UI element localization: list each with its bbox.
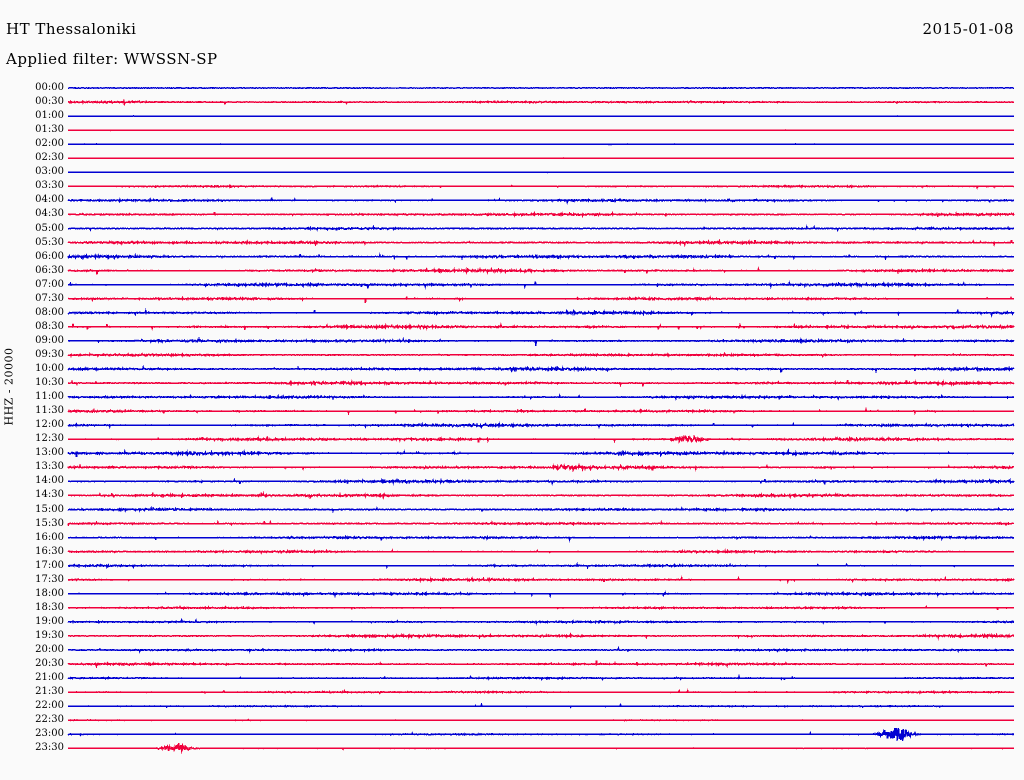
time-tick-label: 11:00: [35, 391, 64, 403]
trace-row: [67, 718, 1015, 722]
time-tick-label: 05:30: [35, 236, 64, 248]
trace-row: [67, 548, 1015, 555]
trace-row: [67, 604, 1015, 611]
trace-row: [67, 660, 1015, 669]
trace-row: [67, 561, 1015, 570]
trace-row: [67, 280, 1015, 290]
time-tick-label: 09:30: [35, 348, 64, 360]
trace-row: [67, 86, 1015, 90]
time-tick-label: 08:00: [35, 306, 64, 318]
trace-row: [67, 238, 1015, 248]
trace-row: [67, 210, 1015, 219]
trace-row: [67, 645, 1015, 654]
time-tick-label: 21:30: [35, 686, 64, 698]
applied-filter-label: Applied filter: WWSSN-SP: [6, 50, 218, 68]
trace-row: [67, 491, 1015, 501]
time-tick-label: 21:00: [35, 672, 64, 684]
trace-row: [67, 534, 1015, 543]
time-tick-label: 19:00: [35, 615, 64, 627]
trace-row: [67, 266, 1015, 275]
time-tick-label: 10:30: [35, 377, 64, 389]
time-tick-label: 20:30: [35, 658, 64, 670]
trace-row: [67, 252, 1015, 261]
time-tick-label: 13:30: [35, 461, 64, 473]
time-tick-label: 11:30: [35, 405, 64, 417]
trace-row: [67, 688, 1015, 695]
time-tick-label: 04:30: [35, 208, 64, 220]
trace-row: [67, 462, 1015, 473]
time-tick-label: 06:00: [35, 250, 64, 262]
time-tick-label: 17:30: [35, 573, 64, 585]
time-tick-label: 12:30: [35, 433, 64, 445]
time-tick-label: 23:00: [35, 728, 64, 740]
trace-row: [67, 156, 1015, 160]
time-tick-label: 13:00: [35, 447, 64, 459]
trace-row: [67, 702, 1015, 709]
time-tick-label: 06:30: [35, 264, 64, 276]
trace-row: [67, 364, 1015, 374]
trace-row: [67, 295, 1015, 303]
time-tick-label: 08:30: [35, 320, 64, 332]
time-tick-label: 14:30: [35, 489, 64, 501]
time-tick-label: 00:00: [35, 82, 64, 93]
time-tick-label: 05:00: [35, 222, 64, 234]
trace-row: [67, 575, 1015, 585]
time-tick-label: 02:30: [35, 152, 64, 164]
station-title: HT Thessaloniki: [6, 20, 137, 38]
time-tick-label: 18:00: [35, 587, 64, 599]
time-tick-label: 15:30: [35, 517, 64, 529]
time-tick-label: 19:30: [35, 629, 64, 641]
time-tick-label: 07:00: [35, 278, 64, 290]
time-tick-label: 10:00: [35, 363, 64, 374]
trace-row: [67, 351, 1015, 358]
time-tick-label: 02:00: [35, 138, 64, 150]
time-tick-label: 03:00: [35, 166, 64, 178]
trace-row: [67, 519, 1015, 527]
trace-row: [67, 505, 1015, 514]
trace-row: [67, 321, 1015, 331]
trace-row: [67, 379, 1015, 388]
trace-row: [67, 673, 1015, 682]
trace-row: [67, 590, 1015, 599]
trace-row: [67, 742, 1015, 755]
time-tick-label: 15:00: [35, 503, 64, 515]
trace-row: [67, 631, 1015, 641]
trace-row: [67, 184, 1015, 190]
trace-row: [67, 197, 1015, 205]
time-tick-label: 23:30: [35, 742, 64, 754]
time-tick-label: 18:30: [35, 601, 64, 613]
time-tick-label: 03:30: [35, 180, 64, 192]
trace-row: [67, 617, 1015, 626]
trace-row: [67, 406, 1015, 416]
trace-row: [67, 98, 1015, 107]
time-tick-label: 14:00: [35, 475, 64, 487]
time-tick-label: 17:00: [35, 559, 64, 571]
trace-row: [67, 224, 1015, 232]
trace-row: [67, 336, 1015, 346]
time-tick-label: 20:00: [35, 644, 64, 655]
trace-row: [67, 477, 1015, 486]
time-tick-label: 16:00: [35, 531, 64, 543]
trace-row: [67, 421, 1015, 430]
time-tick-label: 00:30: [35, 96, 64, 108]
trace-row: [67, 142, 1015, 146]
time-axis: 00:00 00:30 01:00 01:30 02:00 02:30 03:00 03:30…: [0, 0, 68, 780]
trace-row: [67, 727, 1015, 741]
time-tick-label: 01:30: [35, 124, 64, 136]
time-tick-label: 04:00: [35, 194, 64, 206]
trace-row: [67, 447, 1015, 458]
plot-date: 2015-01-08: [922, 20, 1014, 38]
time-tick-label: 01:00: [35, 110, 64, 122]
time-tick-label: 12:00: [35, 419, 64, 431]
trace-row: [67, 434, 1015, 444]
time-tick-label: 09:00: [35, 334, 64, 346]
trace-row: [67, 307, 1015, 319]
trace-row: [67, 393, 1015, 402]
time-tick-label: 07:30: [35, 292, 64, 304]
time-tick-label: 22:30: [35, 714, 64, 726]
time-tick-label: 22:00: [35, 700, 64, 712]
time-tick-label: 16:30: [35, 545, 64, 557]
